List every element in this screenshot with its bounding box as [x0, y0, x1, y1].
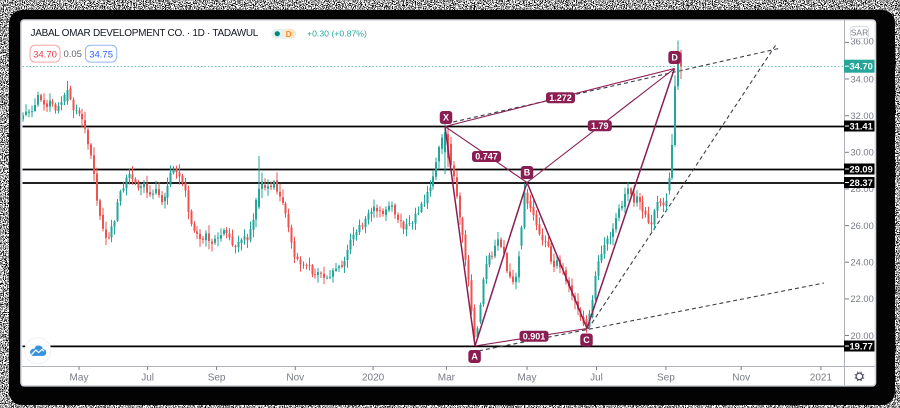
svg-text:34.00: 34.00 — [851, 74, 874, 84]
svg-text:A: A — [471, 352, 478, 362]
svg-text:31.41: 31.41 — [850, 121, 873, 131]
svg-text:2021: 2021 — [810, 373, 833, 384]
svg-text:34.70: 34.70 — [33, 49, 57, 60]
svg-text:1.272: 1.272 — [549, 93, 572, 103]
svg-text:0.901: 0.901 — [523, 332, 546, 342]
svg-text:Nov: Nov — [286, 373, 304, 384]
svg-text:24.00: 24.00 — [851, 258, 874, 268]
svg-text:34.70: 34.70 — [850, 62, 873, 72]
svg-text:D: D — [671, 53, 678, 63]
svg-text:19.77: 19.77 — [850, 341, 873, 351]
svg-text:X: X — [443, 113, 449, 123]
svg-text:D: D — [286, 30, 292, 39]
svg-text:C: C — [583, 335, 590, 345]
svg-text:30.00: 30.00 — [851, 148, 874, 158]
svg-text:1.79: 1.79 — [591, 121, 609, 131]
svg-text:+0.30 (+0.87%): +0.30 (+0.87%) — [307, 29, 367, 39]
svg-text:2020: 2020 — [362, 373, 385, 384]
svg-text:32.00: 32.00 — [851, 111, 874, 121]
svg-text:Mar: Mar — [438, 373, 456, 384]
svg-text:B: B — [524, 168, 531, 178]
svg-text:0.747: 0.747 — [475, 152, 498, 162]
svg-text:May: May — [70, 373, 89, 384]
svg-text:28.37: 28.37 — [850, 178, 873, 188]
svg-text:Sep: Sep — [657, 373, 675, 384]
svg-text:Jul: Jul — [141, 373, 154, 384]
svg-text:Jul: Jul — [590, 373, 603, 384]
svg-text:May: May — [518, 373, 537, 384]
svg-text:20.00: 20.00 — [851, 331, 874, 341]
svg-text:Sep: Sep — [208, 373, 226, 384]
svg-text:29.09: 29.09 — [850, 164, 873, 174]
svg-text:36.00: 36.00 — [851, 36, 874, 46]
svg-text:0.05: 0.05 — [63, 49, 82, 60]
svg-text:26.00: 26.00 — [851, 221, 874, 231]
svg-text:22.00: 22.00 — [851, 294, 874, 304]
svg-text:Nov: Nov — [732, 373, 750, 384]
svg-text:34.75: 34.75 — [89, 49, 113, 60]
svg-text:SAR: SAR — [851, 28, 868, 38]
svg-text:28.00: 28.00 — [851, 184, 874, 194]
svg-text:JABAL OMAR DEVELOPMENT CO. · 1: JABAL OMAR DEVELOPMENT CO. · 1D · TADAWU… — [31, 28, 259, 39]
